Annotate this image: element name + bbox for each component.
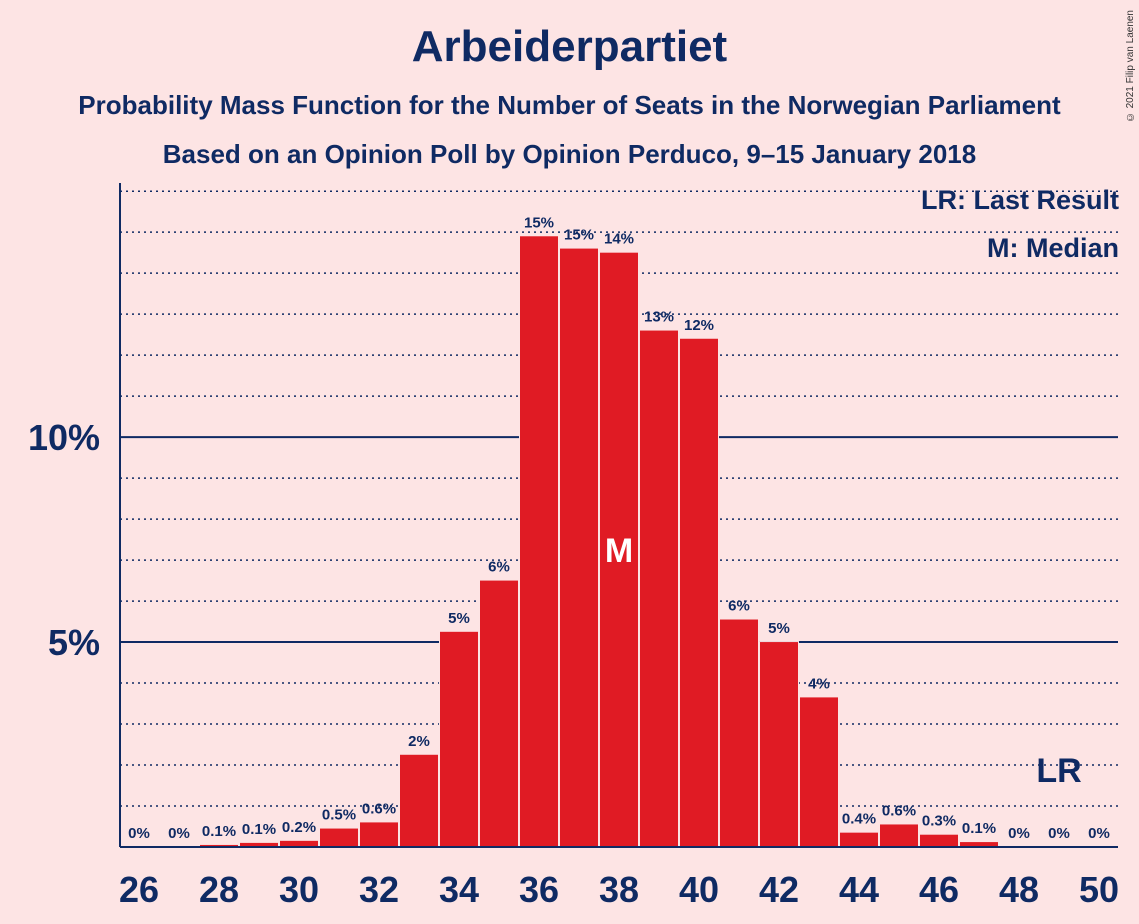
bar-seat-37 — [560, 248, 598, 847]
bar-seat-33 — [400, 754, 438, 847]
bar-value-label: 0% — [1008, 825, 1030, 842]
x-tick-label: 48 — [999, 869, 1039, 910]
x-tick-label: 30 — [279, 869, 319, 910]
bar-seat-32 — [360, 822, 398, 847]
x-tick-label: 26 — [119, 869, 159, 910]
x-tick-label: 44 — [839, 869, 879, 910]
chart-subtitle: Probability Mass Function for the Number… — [78, 90, 1061, 120]
bar-value-label: 0% — [128, 825, 150, 842]
bar-seat-39 — [640, 330, 678, 847]
x-tick-label: 34 — [439, 869, 479, 910]
bar-value-label: 0.6% — [362, 800, 396, 817]
bar-value-label: 14% — [604, 231, 634, 248]
bar-value-label: 12% — [684, 317, 714, 334]
bar-value-label: 0.3% — [922, 813, 956, 830]
x-tick-label: 40 — [679, 869, 719, 910]
bar-seat-42 — [760, 642, 798, 847]
bar-value-label: 0.1% — [202, 823, 236, 840]
x-tick-label: 28 — [199, 869, 239, 910]
bar-seat-40 — [680, 338, 718, 847]
bar-value-label: 0.4% — [842, 811, 876, 828]
bar-seat-29 — [240, 842, 278, 847]
bar-seat-47 — [960, 842, 998, 847]
bar-seat-35 — [480, 580, 518, 847]
x-tick-label: 38 — [599, 869, 639, 910]
bar-value-label: 4% — [808, 675, 830, 692]
bar-seat-34 — [440, 631, 478, 847]
bar-value-label: 2% — [408, 733, 430, 750]
bar-seat-31 — [320, 828, 358, 847]
bar-value-label: 0.1% — [962, 820, 996, 837]
legend-median: M: Median — [987, 233, 1119, 263]
chart-title: Arbeiderpartiet — [411, 22, 728, 71]
median-marker: M — [605, 532, 633, 570]
bar-seat-38 — [600, 252, 638, 847]
bar-seat-28 — [200, 844, 238, 847]
bar-seat-45 — [880, 824, 918, 847]
x-tick-label: 46 — [919, 869, 959, 910]
y-tick-label: 10% — [28, 417, 100, 458]
chart-source-line: Based on an Opinion Poll by Opinion Perd… — [162, 139, 977, 169]
bar-value-label: 15% — [524, 214, 554, 231]
bar-value-label: 13% — [644, 309, 674, 326]
bar-value-label: 5% — [768, 620, 790, 637]
bar-value-label: 15% — [564, 227, 594, 244]
bar-seat-36 — [520, 236, 558, 848]
x-tick-label: 50 — [1079, 869, 1119, 910]
bar-seat-44 — [840, 832, 878, 847]
bar-value-label: 5% — [448, 610, 470, 627]
bar-seat-46 — [920, 834, 958, 847]
legend-last-result: LR: Last Result — [920, 185, 1119, 215]
bar-seat-30 — [280, 840, 318, 847]
bar-seat-41 — [720, 619, 758, 847]
bar-value-label: 0.2% — [282, 819, 316, 836]
bar-value-label: 0.5% — [322, 807, 356, 824]
x-tick-label: 32 — [359, 869, 399, 910]
bar-value-label: 0% — [1048, 825, 1070, 842]
bar-value-label: 0% — [1088, 825, 1110, 842]
bar-seat-43 — [800, 697, 838, 847]
x-tick-label: 36 — [519, 869, 559, 910]
bar-value-label: 0.1% — [242, 821, 276, 838]
bar-value-label: 0% — [168, 825, 190, 842]
y-tick-label: 5% — [48, 622, 100, 663]
bar-value-label: 0.6% — [882, 802, 916, 819]
last-result-marker: LR — [1036, 752, 1081, 790]
bar-value-label: 6% — [488, 559, 510, 576]
bar-value-label: 6% — [728, 598, 750, 615]
x-tick-label: 42 — [759, 869, 799, 910]
